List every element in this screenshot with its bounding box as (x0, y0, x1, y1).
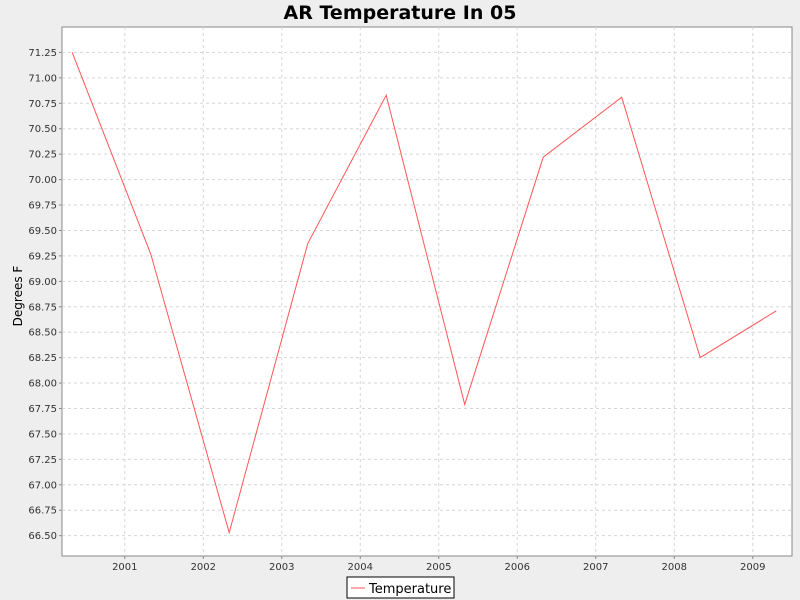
y-tick-label: 71.00 (28, 73, 57, 84)
y-tick-label: 70.00 (28, 175, 57, 186)
x-tick-label: 2003 (269, 562, 294, 573)
x-tick-label: 2009 (740, 562, 765, 573)
chart-title: AR Temperature In 05 (284, 2, 517, 24)
legend-label: Temperature (368, 582, 451, 597)
y-tick-label: 71.25 (28, 48, 57, 59)
legend-box (346, 576, 455, 599)
series-layer (71, 52, 777, 535)
y-tick-label: 69.00 (28, 277, 57, 288)
x-tick-label: 2001 (112, 562, 137, 573)
x-tick-label: 2005 (426, 562, 451, 573)
x-tick-label: 2002 (191, 562, 216, 573)
y-tick-label: 68.50 (28, 328, 57, 339)
y-tick-label: 66.50 (28, 531, 57, 542)
y-tick-label: 66.75 (28, 506, 57, 517)
axes: 66.50 66.75 67.00 67.25 67.50 67.75 68.00 68.25… (28, 48, 765, 573)
y-tick-label: 69.25 (28, 251, 57, 262)
y-tick-label: 69.50 (28, 226, 57, 237)
x-tick-label: 2004 (348, 562, 373, 573)
y-tick-label: 70.50 (28, 124, 57, 135)
y-tick-label: 67.50 (28, 429, 57, 440)
x-tick-label: 2007 (583, 562, 608, 573)
y-tick-label: 67.25 (28, 455, 57, 466)
y-tick-label: 70.25 (28, 150, 57, 161)
plot-area (61, 26, 793, 557)
y-tick-label: 68.00 (28, 379, 57, 390)
legend: Temperature (346, 576, 455, 599)
x-tick-label: 2006 (505, 562, 530, 573)
series-line-0 (71, 52, 777, 535)
y-tick-label: 69.75 (28, 201, 57, 212)
y-tick-label: 70.75 (28, 99, 57, 110)
y-tick-label: 68.75 (28, 302, 57, 313)
y-tick-label: 67.75 (28, 404, 57, 415)
gridlines (62, 27, 792, 556)
y-tick-label: 67.00 (28, 480, 57, 491)
x-tick-label: 2008 (662, 562, 687, 573)
y-axis-label: Degrees F (11, 266, 25, 327)
y-tick-label: 68.25 (28, 353, 57, 364)
